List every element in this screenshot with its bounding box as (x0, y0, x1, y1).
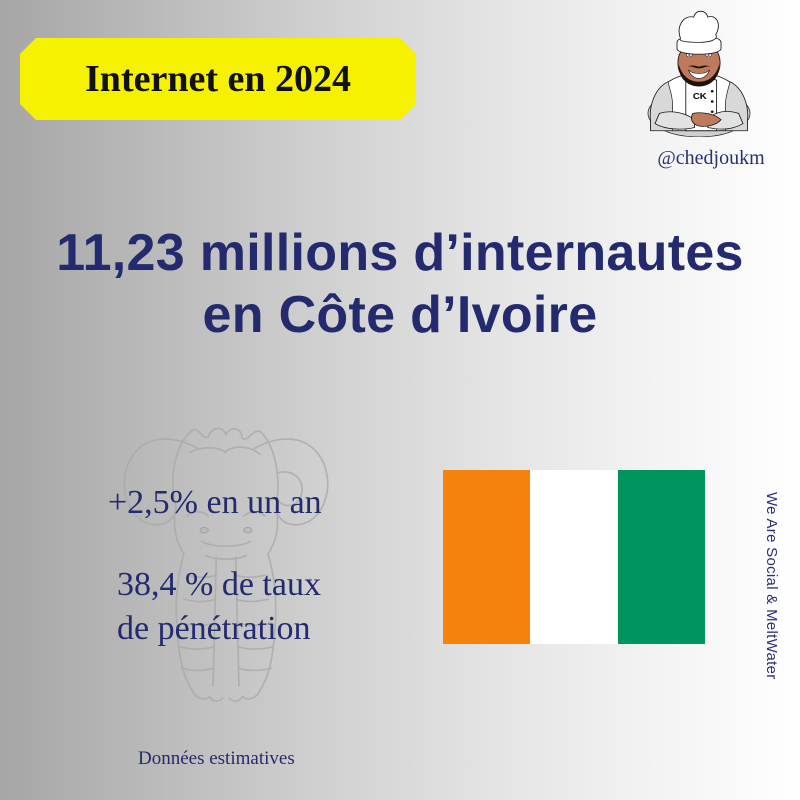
svg-text:CK: CK (693, 92, 707, 101)
